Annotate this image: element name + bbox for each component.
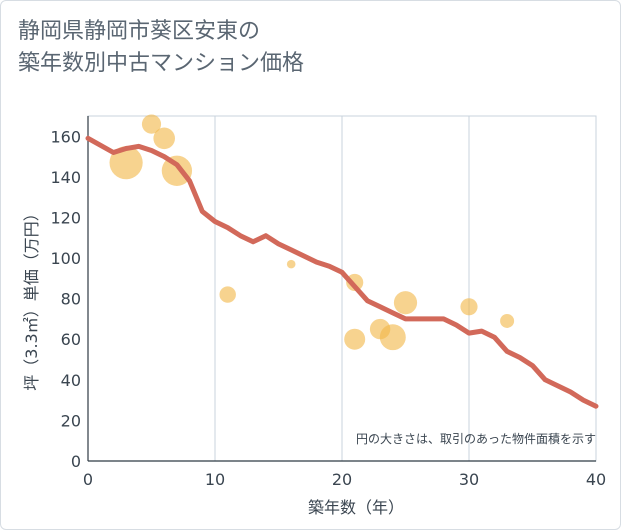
tick-labels: 0 10 20 30 40 0 20 40 60 80 100 120 140 160 — [50, 127, 606, 489]
y-tick-label: 120 — [50, 208, 81, 227]
y-tick-label: 60 — [61, 330, 81, 349]
y-tick-label: 0 — [71, 452, 81, 471]
bubble-point — [460, 298, 478, 316]
chart-title: 静岡県静岡市葵区安東の 築年数別中古マンション価格 — [18, 16, 304, 80]
bubble-point — [153, 127, 175, 150]
bubble-layer — [109, 114, 515, 351]
y-tick-label: 80 — [61, 290, 81, 309]
bubble-point — [141, 114, 162, 134]
x-tick-label: 0 — [83, 470, 93, 489]
y-tick-label: 100 — [50, 249, 81, 268]
trend-line — [85, 135, 599, 409]
y-tick-label: 40 — [61, 371, 81, 390]
y-tick-label: 140 — [50, 168, 81, 187]
chart-title-line-1: 静岡県静岡市葵区安東の — [18, 19, 261, 44]
axes — [87, 116, 596, 462]
size-annotation: 円の大きさは、取引のあった物件面積を示す — [356, 431, 596, 446]
y-tick-label: 20 — [61, 411, 81, 430]
y-tick-label: 160 — [50, 127, 81, 146]
x-tick-label: 30 — [459, 470, 479, 489]
x-axis-title: 築年数（年） — [308, 498, 404, 517]
x-tick-label: 20 — [332, 470, 352, 489]
y-axis-title: 坪（3.3㎡）単価（万円） — [22, 205, 41, 390]
x-tick-label: 10 — [205, 470, 225, 489]
x-tick-label: 40 — [586, 470, 606, 489]
trend-layer — [85, 135, 599, 409]
bubble-point — [286, 259, 296, 269]
bubble-point — [219, 286, 236, 303]
bubble-point — [109, 146, 143, 180]
bubble-point — [344, 328, 366, 350]
bubble-point — [393, 291, 418, 315]
bubble-point — [500, 313, 515, 328]
chart-title-line-2: 築年数別中古マンション価格 — [18, 51, 305, 76]
bubble-point — [379, 324, 406, 351]
